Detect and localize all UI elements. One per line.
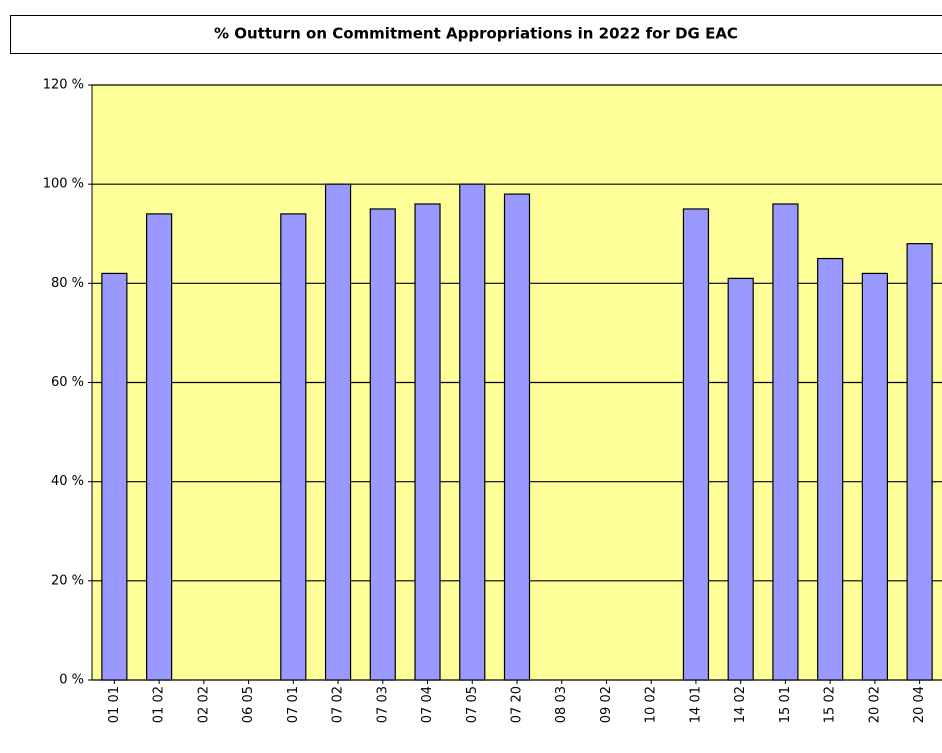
y-tick-label: 0 % [59,673,84,688]
x-tick-label: 07 05 [465,686,480,723]
bar [101,272,128,681]
y-tick-label: 80 % [51,276,84,291]
x-tick-label: 07 02 [331,686,346,723]
bar [280,213,307,681]
x-tick-label: 20 02 [867,686,882,723]
bar [861,272,888,681]
x-tick-label: 07 04 [420,686,435,723]
bar [772,203,799,681]
x-tick-label: 08 03 [554,686,569,723]
chart-title: % Outturn on Commitment Appropriations i… [214,25,738,43]
bar [817,257,844,681]
bar [682,208,710,681]
bar [727,277,754,681]
y-tick-label: 60 % [51,375,84,390]
bar [503,193,531,681]
x-tick-label: 01 02 [152,686,167,723]
y-tick-label: 100 % [43,177,84,192]
y-tick-label: 40 % [51,474,84,489]
x-tick-label: 07 03 [375,686,390,723]
x-tick-label: 14 01 [688,686,703,723]
y-tick-label: 20 % [51,573,84,588]
x-tick-label: 10 02 [644,686,659,723]
bar [369,208,396,681]
x-tick-label: 06 05 [241,686,256,723]
x-tick-label: 02 02 [196,686,211,723]
bar [414,203,441,681]
x-tick-label: 01 01 [107,686,122,723]
x-tick-label: 15 01 [778,686,793,723]
x-tick-label: 07 01 [286,686,301,723]
x-tick-label: 20 04 [912,686,927,723]
title-box [10,15,942,54]
x-tick-label: 07 20 [510,686,525,723]
bar [324,183,352,681]
x-tick-label: 15 02 [823,686,838,723]
bar [146,213,173,681]
x-tick-label: 14 02 [733,686,748,723]
bar [459,183,486,681]
y-tick-label: 120 % [43,78,84,93]
bar [906,243,933,681]
x-tick-label: 09 02 [599,686,614,723]
